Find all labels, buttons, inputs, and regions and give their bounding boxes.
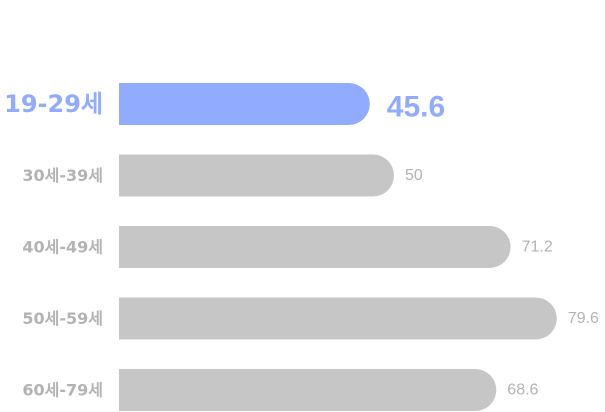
category-label-3: 40세-49세	[22, 238, 103, 257]
value-label-3: 71.2	[522, 239, 553, 256]
category-label-2: 30세-39세	[22, 166, 103, 185]
bar-1	[119, 83, 370, 125]
bar-5	[119, 369, 497, 411]
category-label-1: 19-29세	[4, 90, 103, 118]
bar-2	[119, 154, 395, 197]
category-label-5: 60세-79세	[22, 381, 103, 400]
value-label-4: 79.6	[568, 310, 599, 327]
value-label-2: 50	[405, 167, 423, 184]
bar-4	[119, 297, 557, 340]
value-label-5: 68.6	[507, 382, 538, 399]
value-label-1: 45.6	[387, 91, 445, 124]
bar-3	[119, 226, 511, 268]
category-label-4: 50세-59세	[22, 309, 103, 328]
